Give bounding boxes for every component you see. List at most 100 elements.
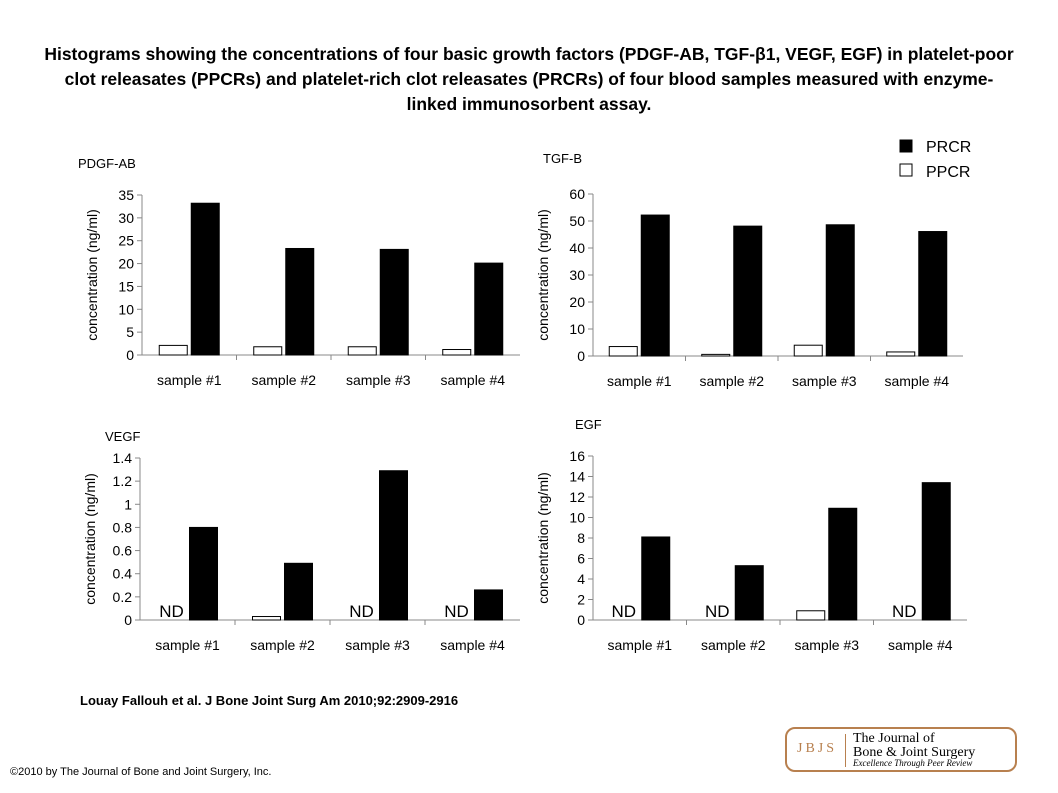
y-tick-label: 4	[577, 571, 585, 587]
y-tick-label: 0	[126, 347, 134, 363]
bar-prcr	[474, 589, 503, 621]
logo-name-line1: The Journal of	[853, 731, 935, 746]
x-tick-label: sample #3	[792, 373, 857, 389]
bar-ppcr	[347, 346, 377, 356]
nd-label: ND	[444, 602, 469, 621]
y-tick-label: 0.2	[113, 589, 133, 605]
bar-prcr	[640, 214, 670, 357]
y-tick-label: 1.4	[113, 450, 133, 466]
nd-label: ND	[159, 602, 184, 621]
bar-prcr	[474, 262, 504, 356]
y-tick-label: 30	[118, 210, 134, 226]
x-tick-label: sample #4	[440, 637, 505, 653]
nd-label: ND	[892, 602, 917, 621]
chart-title: TGF-B	[543, 151, 582, 166]
y-tick-label: 40	[569, 240, 585, 256]
x-tick-label: sample #3	[794, 637, 859, 653]
y-tick-label: 20	[569, 294, 585, 310]
y-tick-label: 15	[118, 278, 134, 294]
chart-0: PDGF-AB 0 5 10 15 20 25 30 35 concentration (ng/m…	[78, 156, 520, 388]
x-tick-label: sample #2	[701, 637, 766, 653]
x-tick-label: sample #4	[440, 372, 505, 388]
figure-title: Histograms showing the concentrations of…	[44, 44, 1014, 114]
chart-title: EGF	[575, 417, 602, 432]
chart-title: VEGF	[105, 429, 140, 444]
y-tick-label: 0.6	[113, 543, 133, 559]
logo-name-line2: Bone & Joint Surgery	[853, 745, 976, 760]
bar-ppcr	[253, 346, 283, 356]
y-axis-label: concentration (ng/ml)	[535, 472, 551, 604]
bar-prcr	[285, 247, 315, 356]
bar-prcr	[921, 482, 951, 621]
y-tick-label: 25	[118, 233, 134, 249]
y-tick-label: 10	[569, 510, 585, 526]
bar-ppcr	[701, 353, 731, 357]
y-tick-label: 35	[118, 187, 134, 203]
y-tick-label: 1.2	[113, 473, 133, 489]
logo-abbrev: JBJS	[797, 741, 838, 756]
x-tick-label: sample #2	[251, 372, 316, 388]
bar-prcr	[189, 526, 218, 621]
x-tick-label: sample #1	[607, 373, 672, 389]
bar-prcr	[828, 507, 858, 621]
y-tick-label: 6	[577, 551, 585, 567]
bar-prcr	[825, 224, 855, 357]
y-tick-label: 10	[569, 321, 585, 337]
y-tick-label: 0.4	[113, 566, 133, 582]
citation: Louay Fallouh et al. J Bone Joint Surg A…	[80, 693, 459, 708]
bar-ppcr	[608, 346, 638, 357]
legend-swatch-prcr	[899, 139, 913, 153]
legend-swatch-ppcr	[899, 163, 913, 177]
y-tick-label: 0	[124, 612, 132, 628]
x-tick-label: sample #1	[157, 372, 222, 388]
chart-title: PDGF-AB	[78, 156, 136, 171]
bar-prcr	[733, 225, 763, 357]
bar-prcr	[918, 231, 948, 357]
y-tick-label: 12	[569, 489, 585, 505]
nd-label: ND	[349, 602, 374, 621]
y-tick-label: 16	[569, 448, 585, 464]
y-tick-label: 2	[577, 592, 585, 608]
bar-prcr	[641, 536, 671, 621]
bar-prcr	[379, 248, 409, 356]
nd-label: ND	[705, 602, 730, 621]
bar-prcr	[734, 565, 764, 621]
y-axis-label: concentration (ng/ml)	[84, 209, 100, 341]
x-tick-label: sample #1	[155, 637, 220, 653]
bar-ppcr	[252, 616, 281, 621]
y-tick-label: 14	[569, 469, 585, 485]
legend-label-prcr: PRCR	[926, 139, 971, 156]
y-tick-label: 0	[577, 612, 585, 628]
bar-ppcr	[158, 344, 188, 356]
logo-tagline: Excellence Through Peer Review	[853, 758, 973, 768]
y-tick-label: 60	[569, 186, 585, 202]
legend: PRCR PPCR	[899, 139, 971, 181]
y-tick-label: 20	[118, 256, 134, 272]
bar-ppcr	[793, 344, 823, 357]
bar-prcr	[190, 202, 220, 356]
nd-label: ND	[611, 602, 636, 621]
bar-ppcr	[886, 351, 916, 357]
y-tick-label: 50	[569, 213, 585, 229]
x-tick-label: sample #1	[607, 637, 672, 653]
logo-divider	[845, 734, 846, 767]
y-axis-label: concentration (ng/ml)	[82, 473, 98, 605]
chart-1: TGF-B 0 10 20 30 40 50 60 concentration (ng/ml) s…	[535, 151, 963, 389]
y-tick-label: 30	[569, 267, 585, 283]
x-tick-label: sample #2	[699, 373, 764, 389]
journal-logo[interactable]: JBJS The Journal of Bone & Joint Surgery…	[785, 727, 1017, 772]
y-axis-label: concentration (ng/ml)	[535, 209, 551, 341]
bar-prcr	[284, 562, 313, 621]
x-tick-label: sample #3	[345, 637, 410, 653]
legend-label-ppcr: PPCR	[926, 164, 970, 181]
logo-journal-name: The Journal of Bone & Joint Surgery	[853, 732, 975, 760]
bar-ppcr	[442, 349, 472, 356]
y-tick-label: 8	[577, 530, 585, 546]
charts-canvas: PRCR PPCR PDGF-AB05101520253035concentra…	[78, 139, 971, 653]
y-tick-label: 1	[124, 496, 132, 512]
bar-ppcr	[796, 610, 826, 621]
x-tick-label: sample #2	[250, 637, 315, 653]
y-tick-label: 0	[577, 348, 585, 364]
x-tick-label: sample #3	[346, 372, 411, 388]
y-tick-label: 10	[118, 301, 134, 317]
